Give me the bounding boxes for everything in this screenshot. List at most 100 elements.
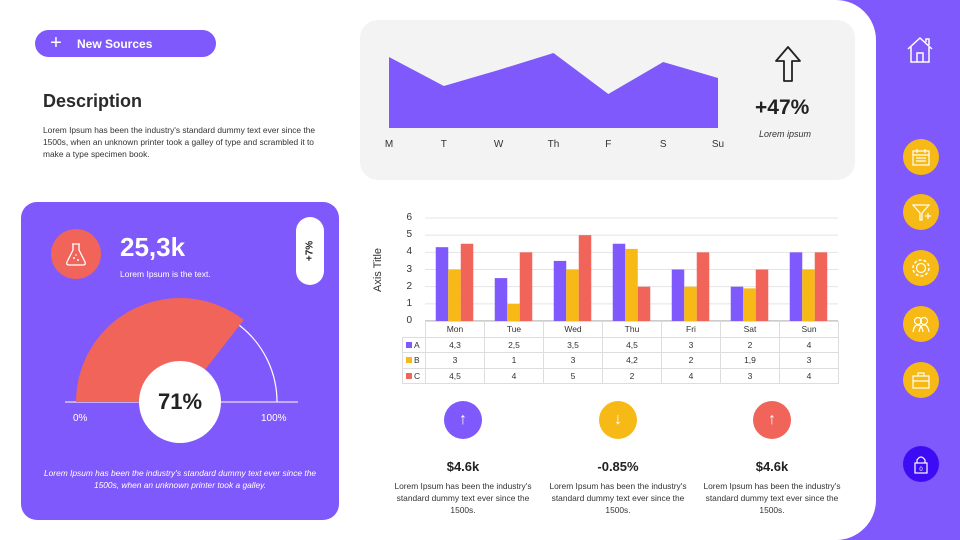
bar-b xyxy=(566,269,579,321)
arrow-up-outline-icon xyxy=(775,46,801,82)
value-cell: 2,5 xyxy=(484,336,544,353)
legend-key: C xyxy=(402,367,426,384)
chart-data-table: Mon Tue Wed Thu Fri Sat Sun A 4,3 2,5 3,5 4,5 3 2 4 B 3 1… xyxy=(402,321,839,384)
value-cell: 3 xyxy=(425,352,485,369)
legend-swatch xyxy=(406,341,412,348)
flask-icon xyxy=(51,229,101,279)
description-title: Description xyxy=(43,91,143,111)
y-tick-label: 4 xyxy=(406,246,412,258)
legend-swatch xyxy=(406,372,412,379)
area-x-label: W xyxy=(493,139,504,150)
stat-value: $4.6k xyxy=(755,459,789,474)
kpi-badge: +7% xyxy=(296,217,324,285)
value-cell: 1,9 xyxy=(720,352,780,369)
bar-b xyxy=(625,248,638,321)
bar-c xyxy=(755,269,769,321)
stat-value: $4.6k xyxy=(446,459,480,474)
arrow-up-icon: ↑ xyxy=(753,401,791,439)
value-cell: 2 xyxy=(720,336,780,353)
bar-c xyxy=(578,235,592,321)
filter-add-icon[interactable] xyxy=(903,194,939,230)
area-x-label: Su xyxy=(711,139,725,150)
description-text: Lorem Ipsum has been the industry's stan… xyxy=(43,125,316,159)
category-label: Wed xyxy=(543,321,603,338)
value-cell: 1 xyxy=(484,352,544,369)
calendar-icon[interactable] xyxy=(903,139,939,175)
table-row: A 4,3 2,5 3,5 4,5 3 2 4 xyxy=(402,336,839,353)
value-cell: 3 xyxy=(779,352,839,369)
new-sources-button[interactable]: + New Sources xyxy=(35,30,216,57)
value-cell: 5 xyxy=(543,367,603,384)
kpi-value: 25,3k xyxy=(120,232,186,262)
category-label: Sat xyxy=(720,321,780,338)
growth-value: +47% xyxy=(755,96,810,119)
y-tick-label: 6 xyxy=(406,212,412,223)
area-x-label: S xyxy=(659,139,667,150)
bar-b xyxy=(448,269,461,321)
y-tick-label: 2 xyxy=(406,280,412,292)
y-tick-label: 5 xyxy=(406,229,412,241)
value-cell: 4 xyxy=(484,367,544,384)
bar-a xyxy=(435,247,449,321)
series-name: A xyxy=(414,339,420,350)
table-row: C 4,5 4 5 2 4 3 4 xyxy=(402,367,839,384)
value-cell: 3,5 xyxy=(543,336,603,353)
legend-key: A xyxy=(402,336,426,353)
lock-badge: 0 xyxy=(919,467,923,473)
bar-a xyxy=(612,243,626,321)
area-chart xyxy=(389,53,718,128)
bar-c xyxy=(637,286,651,321)
category-label: Tue xyxy=(484,321,544,338)
value-cell: 4,5 xyxy=(425,367,485,384)
briefcase-icon[interactable] xyxy=(903,362,939,398)
lock-icon[interactable]: 0 xyxy=(903,446,939,482)
legend-swatch xyxy=(406,357,412,364)
series-name: B xyxy=(414,355,420,366)
stat-text: Lorem Ipsum has been the industry's stan… xyxy=(549,481,687,515)
category-label: Fri xyxy=(661,321,721,338)
y-tick-label: 1 xyxy=(406,297,412,309)
bar-c xyxy=(519,252,533,321)
value-cell: 2 xyxy=(602,367,662,384)
gauge-value: 71% xyxy=(139,361,221,443)
category-label: Thu xyxy=(602,321,662,338)
y-tick-label: 0 xyxy=(406,315,412,326)
stat-value: -0.85% xyxy=(597,459,639,474)
bar-c xyxy=(814,252,828,321)
arrow-up-icon: ↑ xyxy=(444,401,482,439)
value-cell: 4 xyxy=(779,336,839,353)
value-cell: 3 xyxy=(661,336,721,353)
bar-chart xyxy=(425,217,838,322)
bar-c xyxy=(460,243,474,321)
empty-cell xyxy=(403,322,426,338)
gauge-min-label: 0% xyxy=(73,413,88,424)
value-cell: 4,3 xyxy=(425,336,485,353)
gauge-max-label: 100% xyxy=(261,413,287,424)
area-x-label: M xyxy=(384,139,394,150)
value-cell: 4,2 xyxy=(602,352,662,369)
bar-a xyxy=(730,286,744,321)
series-name: C xyxy=(414,370,421,381)
users-icon[interactable] xyxy=(903,306,939,342)
home-icon[interactable] xyxy=(905,34,935,64)
bar-a xyxy=(671,269,685,321)
category-label: Sun xyxy=(779,321,839,338)
table-row: B 3 1 3 4,2 2 1,9 3 xyxy=(402,352,839,369)
bar-b xyxy=(507,303,520,321)
y-tick-label: 3 xyxy=(406,263,412,275)
stat-1: ↑ $4.6k Lorem Ipsum has been the industry'… xyxy=(388,401,538,516)
plus-icon: + xyxy=(50,32,62,54)
bar-a xyxy=(553,260,567,321)
stat-3: ↑ $4.6k Lorem Ipsum has been the industry'… xyxy=(697,401,847,516)
bar-b xyxy=(743,288,756,321)
kpi-subtitle: Lorem Ipsum is the text. xyxy=(120,269,211,279)
value-cell: 4,5 xyxy=(602,336,662,353)
bar-b xyxy=(802,269,815,321)
bar-b xyxy=(684,286,697,321)
arrow-down-icon: ↓ xyxy=(599,401,637,439)
settings-icon[interactable] xyxy=(903,250,939,286)
area-x-label: T xyxy=(440,139,447,150)
kpi-text: Lorem Ipsum has been the industry's stan… xyxy=(43,468,317,490)
bar-a xyxy=(494,278,508,321)
table-header-row: Mon Tue Wed Thu Fri Sat Sun xyxy=(403,321,839,338)
